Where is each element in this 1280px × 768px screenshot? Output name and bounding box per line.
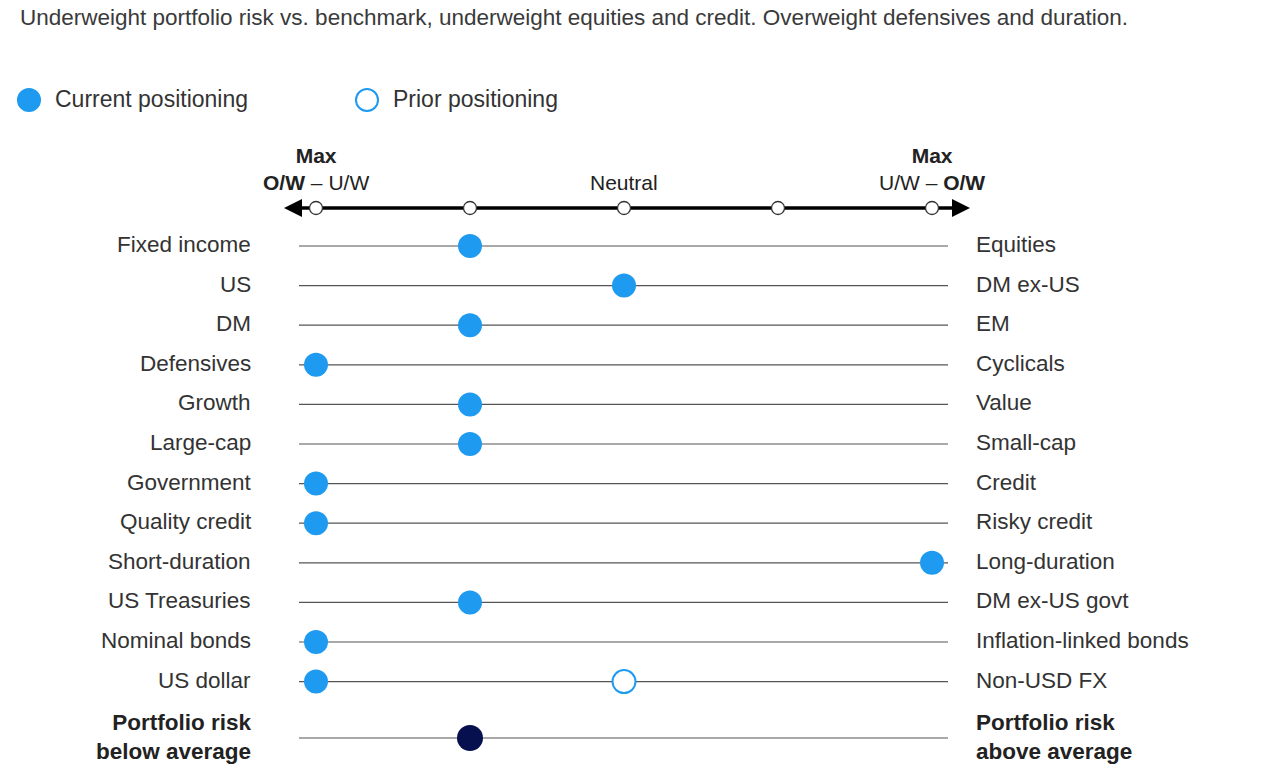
current-dot [458,392,482,416]
axis-arrow [284,199,302,217]
legend-label: Current positioning [55,85,248,113]
row-label-right: DM ex-US [976,271,1080,299]
legend-label: Prior positioning [393,85,558,113]
summary-dot [457,725,483,751]
row-label-left: Short-duration [108,548,251,576]
row-label-left: Growth [178,389,251,417]
row-label-left: US dollar [158,667,251,695]
tick [618,202,631,215]
current-dot [458,432,482,456]
title: Underweight portfolio risk vs. benchmark… [20,2,1275,34]
row-line [299,404,948,405]
row-line [299,325,948,326]
row-label-right: DM ex-US govt [976,587,1129,615]
current-dot [458,234,482,258]
row-label-left: Defensives [140,350,251,378]
row-label-right: Value [976,389,1032,417]
row-label-left: Quality credit [120,508,251,536]
current-dot [458,313,482,337]
row-line [299,737,948,738]
current-dot [304,472,328,496]
row-label-right: Inflation-linked bonds [976,627,1189,655]
row-label-right: Equities [976,231,1056,259]
current-dot [612,274,636,298]
row-line [299,562,948,563]
row-line [299,364,948,365]
tick [926,202,939,215]
summary-label-right: Portfolio risk above average [976,708,1176,766]
prior-dot [613,670,636,693]
row-label-right: EM [976,310,1010,338]
row-label-left: US [220,271,251,299]
row-label-left: US Treasuries [108,587,251,615]
axis-arrow [952,199,970,217]
row-label-left: Large-cap [150,429,251,457]
row-label-left: Government [127,469,251,497]
tick [772,202,785,215]
row-label-left: DM [216,310,251,338]
row-label-left: Nominal bonds [101,627,251,655]
row-line [299,523,948,524]
scale-label: MaxO/W – U/W [263,142,369,196]
legend-marker [18,89,40,111]
row-label-right: Non-USD FX [976,667,1107,695]
current-dot [304,670,328,694]
row-label-right: Long-duration [976,548,1115,576]
row-line [299,245,948,246]
current-dot [304,353,328,377]
row-label-left: Fixed income [117,231,251,259]
row-line [299,602,948,603]
current-dot [304,511,328,535]
scale-label: MaxU/W – O/W [879,142,985,196]
summary-label-left: Portfolio risk below average [61,708,251,766]
row-label-right: Cyclicals [976,350,1065,378]
row-line [299,641,948,642]
row-label-right: Small-cap [976,429,1076,457]
legend-marker [356,89,378,111]
tick [310,202,323,215]
row-label-right: Risky credit [976,508,1092,536]
row-line [299,483,948,484]
tick [464,202,477,215]
current-dot [458,590,482,614]
row-line [299,443,948,444]
current-dot [920,551,944,575]
row-label-right: Credit [976,469,1036,497]
scale-label: Neutral [590,169,658,197]
current-dot [304,630,328,654]
